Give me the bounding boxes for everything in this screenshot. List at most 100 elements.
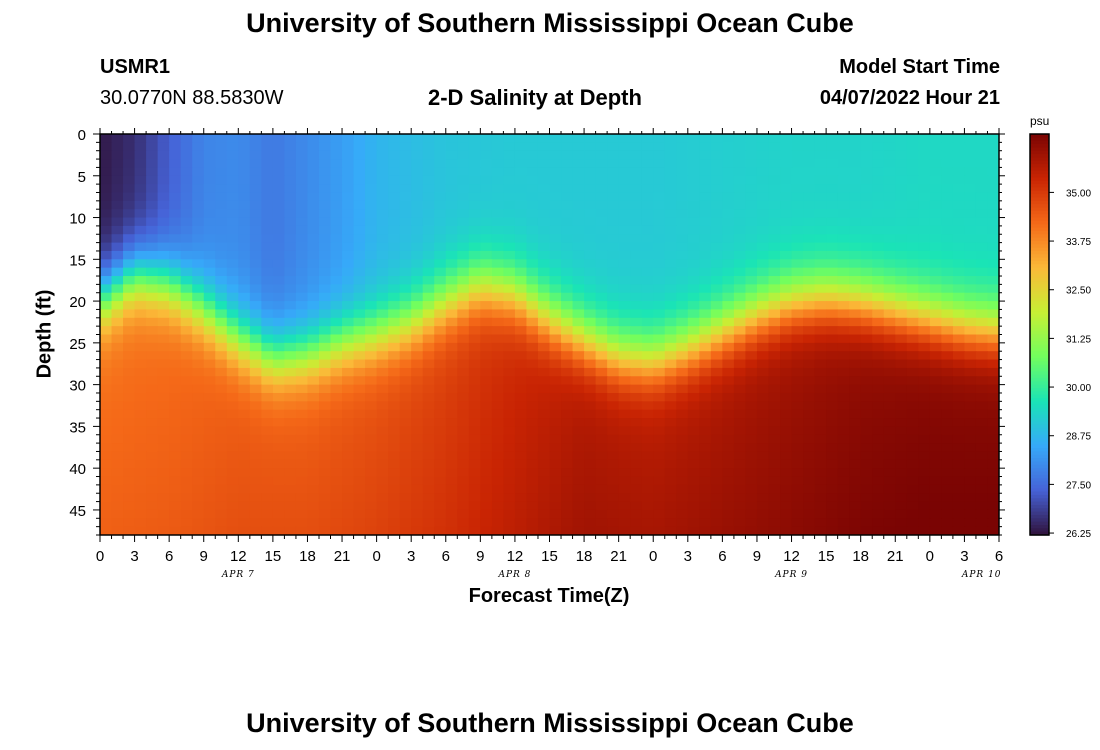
heatmap-cell	[941, 267, 954, 277]
heatmap-cell	[561, 434, 574, 444]
heatmap-cell	[584, 476, 597, 486]
heatmap-cell	[169, 217, 182, 227]
heatmap-cell	[780, 209, 793, 219]
heatmap-cell	[756, 317, 770, 327]
heatmap-cell	[768, 351, 781, 361]
heatmap-cell	[630, 250, 643, 260]
heatmap-cell	[503, 426, 516, 436]
heatmap-cell	[952, 376, 966, 386]
colorbar-segment	[1030, 274, 1049, 279]
heatmap-cell	[226, 284, 239, 294]
heatmap-cell	[872, 225, 885, 235]
heatmap-cell	[722, 309, 735, 319]
heatmap-cell	[814, 301, 827, 311]
heatmap-cell	[653, 217, 666, 227]
heatmap-cell	[203, 217, 216, 227]
heatmap-cell	[342, 284, 355, 294]
heatmap-cell	[295, 359, 309, 369]
heatmap-cell	[837, 484, 850, 494]
heatmap-cell	[192, 518, 205, 528]
heatmap-cell	[607, 167, 620, 177]
heatmap-cell	[814, 276, 827, 285]
heatmap-cell	[941, 334, 954, 344]
heatmap-cell	[503, 518, 516, 528]
heatmap-cell	[111, 276, 124, 285]
heatmap-cell	[203, 184, 216, 194]
heatmap-cell	[295, 434, 309, 444]
heatmap-cell	[929, 134, 942, 143]
heatmap-cell	[595, 284, 608, 294]
heatmap-cell	[722, 493, 735, 503]
heatmap-cell	[180, 351, 193, 361]
heatmap-cell	[226, 342, 239, 352]
heatmap-cell	[941, 484, 954, 494]
heatmap-cell	[422, 509, 435, 519]
heatmap-cell	[941, 167, 954, 177]
heatmap-cell	[226, 351, 239, 361]
colorbar-segment	[1030, 210, 1049, 215]
heatmap-cell	[307, 292, 320, 302]
heatmap-cell	[388, 434, 401, 444]
heatmap-cell	[780, 284, 793, 294]
heatmap-cell	[203, 200, 216, 210]
heatmap-cell	[480, 317, 493, 327]
heatmap-cell	[238, 267, 251, 277]
heatmap-cell	[768, 217, 781, 227]
heatmap-cell	[514, 175, 528, 185]
heatmap-cell	[238, 334, 251, 344]
heatmap-cell	[618, 501, 631, 511]
heatmap-cell	[261, 409, 274, 419]
heatmap-cell	[814, 451, 827, 461]
heatmap-cell	[791, 334, 804, 344]
heatmap-cell	[952, 384, 966, 394]
heatmap-cell	[929, 476, 942, 486]
heatmap-cell	[215, 192, 228, 202]
heatmap-cell	[964, 484, 977, 494]
heatmap-cell	[814, 192, 827, 202]
heatmap-cell	[906, 292, 919, 302]
heatmap-cell	[169, 192, 182, 202]
heatmap-cell	[261, 159, 274, 169]
heatmap-cell	[468, 501, 481, 511]
heatmap-cell	[918, 501, 931, 511]
heatmap-cell	[641, 276, 654, 285]
heatmap-cell	[514, 501, 528, 511]
heatmap-cell	[814, 326, 827, 336]
heatmap-cell	[307, 493, 320, 503]
heatmap-cell	[883, 267, 896, 277]
heatmap-cell	[100, 459, 113, 469]
heatmap-cell	[491, 359, 504, 369]
heatmap-cell	[687, 234, 700, 244]
heatmap-cell	[929, 426, 942, 436]
heatmap-cell	[699, 459, 712, 469]
heatmap-cell	[584, 334, 597, 344]
heatmap-cell	[549, 351, 562, 361]
heatmap-cell	[422, 192, 435, 202]
heatmap-cell	[238, 401, 251, 411]
heatmap-cell	[768, 376, 781, 386]
heatmap-cell	[411, 434, 424, 444]
heatmap-cell	[676, 476, 689, 486]
heatmap-cell	[584, 217, 597, 227]
heatmap-cell	[780, 301, 793, 311]
heatmap-cell	[192, 376, 205, 386]
heatmap-cell	[376, 134, 389, 143]
heatmap-cell	[964, 134, 977, 143]
heatmap-cell	[664, 326, 677, 336]
heatmap-cell	[733, 334, 747, 344]
heatmap-cell	[146, 443, 159, 453]
heatmap-cell	[411, 451, 424, 461]
heatmap-cell	[607, 443, 620, 453]
heatmap-cell	[849, 134, 862, 143]
heatmap-cell	[791, 418, 804, 427]
heatmap-cell	[584, 301, 597, 311]
heatmap-cell	[826, 200, 839, 210]
heatmap-cell	[353, 276, 366, 285]
heatmap-cell	[353, 192, 366, 202]
heatmap-cell	[295, 526, 309, 535]
heatmap-cell	[826, 376, 839, 386]
heatmap-cell	[906, 276, 919, 285]
colorbar-segment	[1030, 454, 1049, 459]
heatmap-cell	[491, 418, 504, 427]
heatmap-cell	[860, 217, 873, 227]
